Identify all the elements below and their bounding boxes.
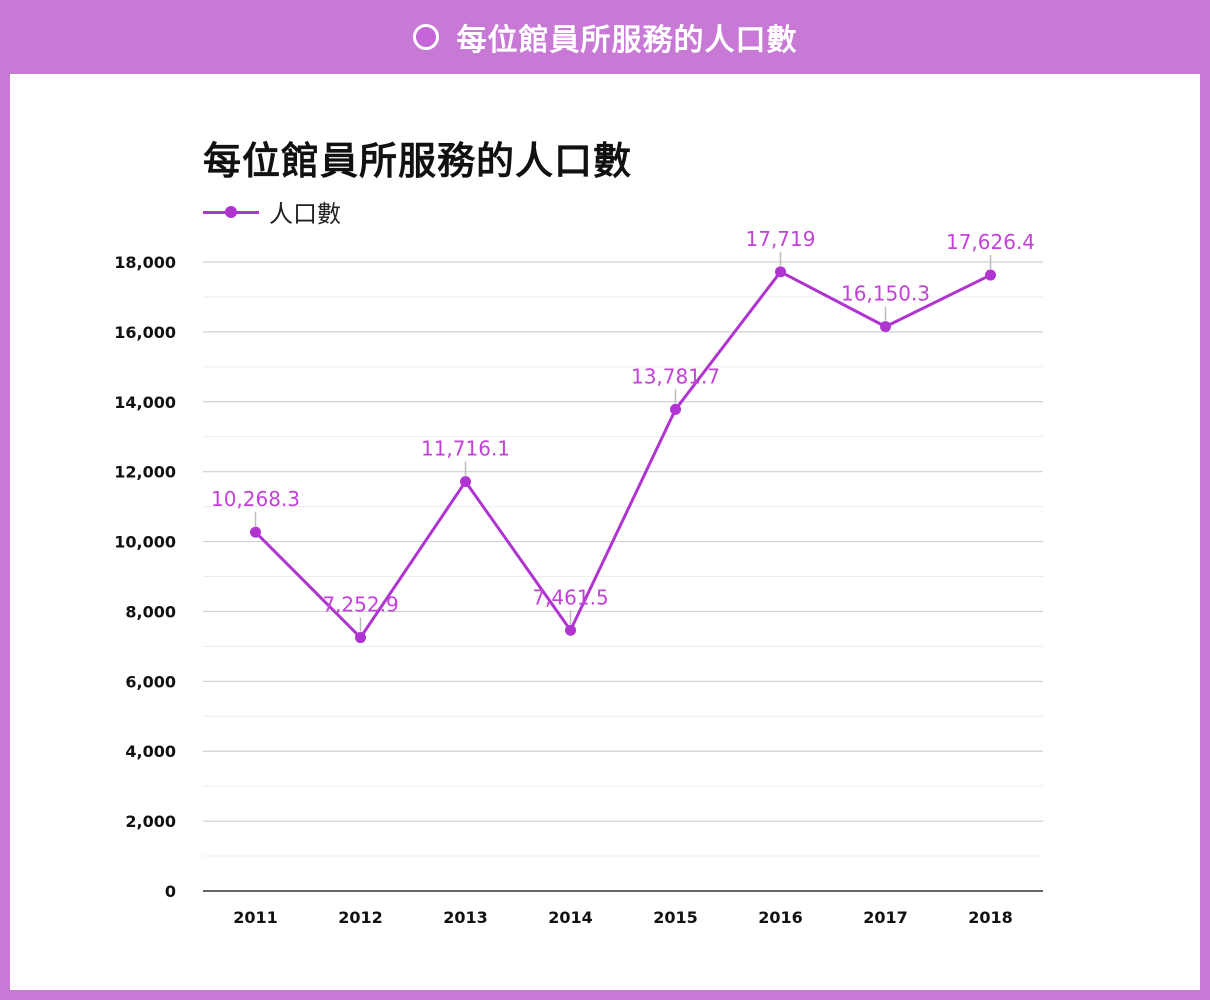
- y-tick-label: 2,000: [125, 812, 176, 831]
- chart-panel: 每位館員所服務的人口數 人口數 0 2,000 4,000 6,000 8,000 10,…: [10, 74, 1200, 990]
- x-tick-label: 2018: [968, 908, 1013, 927]
- x-tick-label: 2011: [233, 908, 278, 927]
- y-tick-label: 14,000: [114, 393, 176, 412]
- data-label: 10,268.3: [211, 487, 300, 511]
- data-label: 17,719: [746, 227, 816, 251]
- data-label: 7,461.5: [532, 585, 608, 609]
- series-line: [254, 270, 992, 640]
- x-tick-label: 2016: [758, 908, 803, 927]
- y-tick-label: 18,000: [114, 253, 176, 272]
- x-tick-label: 2017: [863, 908, 908, 927]
- data-label: 11,716.1: [421, 437, 510, 461]
- x-tick-label: 2014: [548, 908, 593, 927]
- data-point: [565, 624, 576, 636]
- data-point: [355, 632, 366, 644]
- data-point: [460, 476, 471, 488]
- header-title: 每位館員所服務的人口數: [456, 23, 798, 58]
- legend-label: 人口數: [269, 200, 341, 228]
- data-label: 13,781.7: [631, 364, 720, 388]
- data-point: [250, 526, 261, 538]
- data-point: [670, 403, 681, 415]
- data-label: 16,150.3: [841, 282, 930, 306]
- y-tick-label: 4,000: [125, 742, 176, 761]
- x-tick-label: 2015: [653, 908, 698, 927]
- circle-icon: [412, 24, 439, 50]
- y-tick-label: 8,000: [125, 602, 176, 621]
- data-point: [775, 266, 786, 278]
- data-point: [985, 269, 996, 281]
- y-tick-label: 6,000: [125, 672, 176, 691]
- chart-title: 每位館員所服務的人口數: [203, 139, 633, 183]
- legend-line-marker-icon: [203, 204, 259, 220]
- line-chart: 0 2,000 4,000 6,000 8,000 10,000 12,000 14,000 1…: [114, 227, 1043, 927]
- y-tick-label: 12,000: [114, 463, 176, 482]
- data-point: [880, 321, 891, 333]
- y-tick-label: 0: [165, 882, 176, 901]
- y-tick-label: 10,000: [114, 533, 176, 552]
- header-bar: 每位館員所服務的人口數: [0, 0, 1210, 74]
- chart-legend: 人口數: [203, 194, 341, 229]
- x-tick-label: 2013: [443, 908, 488, 927]
- data-label: 17,626.4: [946, 230, 1035, 254]
- y-tick-label: 16,000: [114, 323, 176, 342]
- x-tick-label: 2012: [338, 908, 383, 927]
- data-label: 7,252.9: [322, 593, 398, 617]
